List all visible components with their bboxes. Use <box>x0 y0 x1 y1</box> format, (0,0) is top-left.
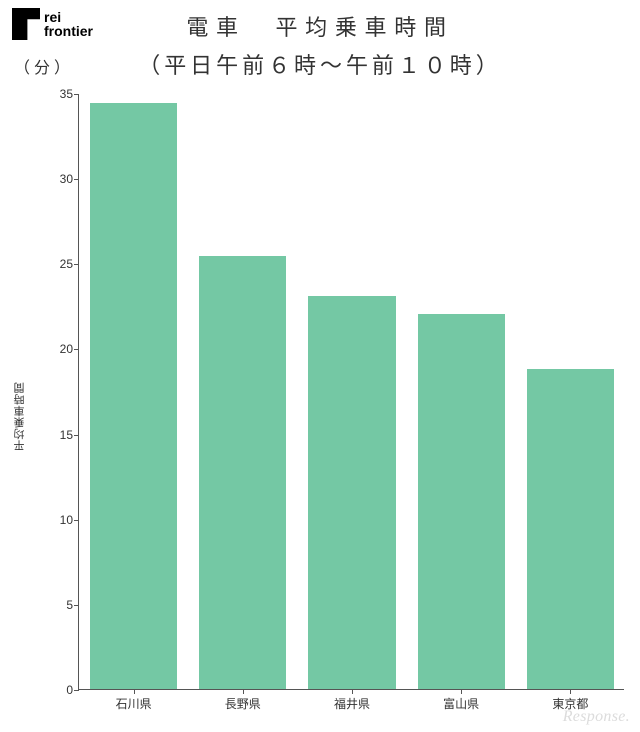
bar <box>527 369 614 689</box>
chart-area: 平均乗車時間 05101520253035石川県長野県福井県富山県東京都 <box>0 82 640 722</box>
chart-subtitle: （平日午前６時～午前１０時） <box>0 48 640 80</box>
bar <box>418 314 505 689</box>
page-root: rei frontier 電車 平均乗車時間 （平日午前６時～午前１０時） （分… <box>0 0 640 732</box>
x-tick-label: 長野県 <box>225 695 261 712</box>
y-tick-label: 30 <box>43 172 73 186</box>
y-tick-mark <box>74 605 79 606</box>
y-tick-label: 20 <box>43 342 73 356</box>
y-tick-label: 35 <box>43 87 73 101</box>
x-tick-label: 富山県 <box>443 695 479 712</box>
y-tick-label: 15 <box>43 428 73 442</box>
x-tick-label: 福井県 <box>334 695 370 712</box>
plot-region: 05101520253035石川県長野県福井県富山県東京都 <box>78 94 624 690</box>
y-tick-mark <box>74 179 79 180</box>
y-tick-label: 0 <box>43 683 73 697</box>
x-tick-label: 石川県 <box>116 695 152 712</box>
x-tick-mark <box>461 689 462 694</box>
x-tick-mark <box>570 689 571 694</box>
y-tick-mark <box>74 690 79 691</box>
y-tick-label: 25 <box>43 257 73 271</box>
y-tick-label: 5 <box>43 598 73 612</box>
x-tick-mark <box>134 689 135 694</box>
y-tick-label: 10 <box>43 513 73 527</box>
y-axis-label: 平均乗車時間 <box>12 382 28 451</box>
unit-label: （分） <box>14 54 74 78</box>
y-tick-mark <box>74 435 79 436</box>
x-tick-mark <box>243 689 244 694</box>
y-tick-mark <box>74 349 79 350</box>
chart-title: 電車 平均乗車時間 <box>0 10 640 42</box>
y-tick-mark <box>74 94 79 95</box>
bar <box>308 296 395 689</box>
bar <box>199 256 286 689</box>
y-tick-mark <box>74 264 79 265</box>
x-tick-mark <box>352 689 353 694</box>
watermark: Response. <box>563 708 630 726</box>
y-tick-mark <box>74 520 79 521</box>
bar <box>90 103 177 689</box>
